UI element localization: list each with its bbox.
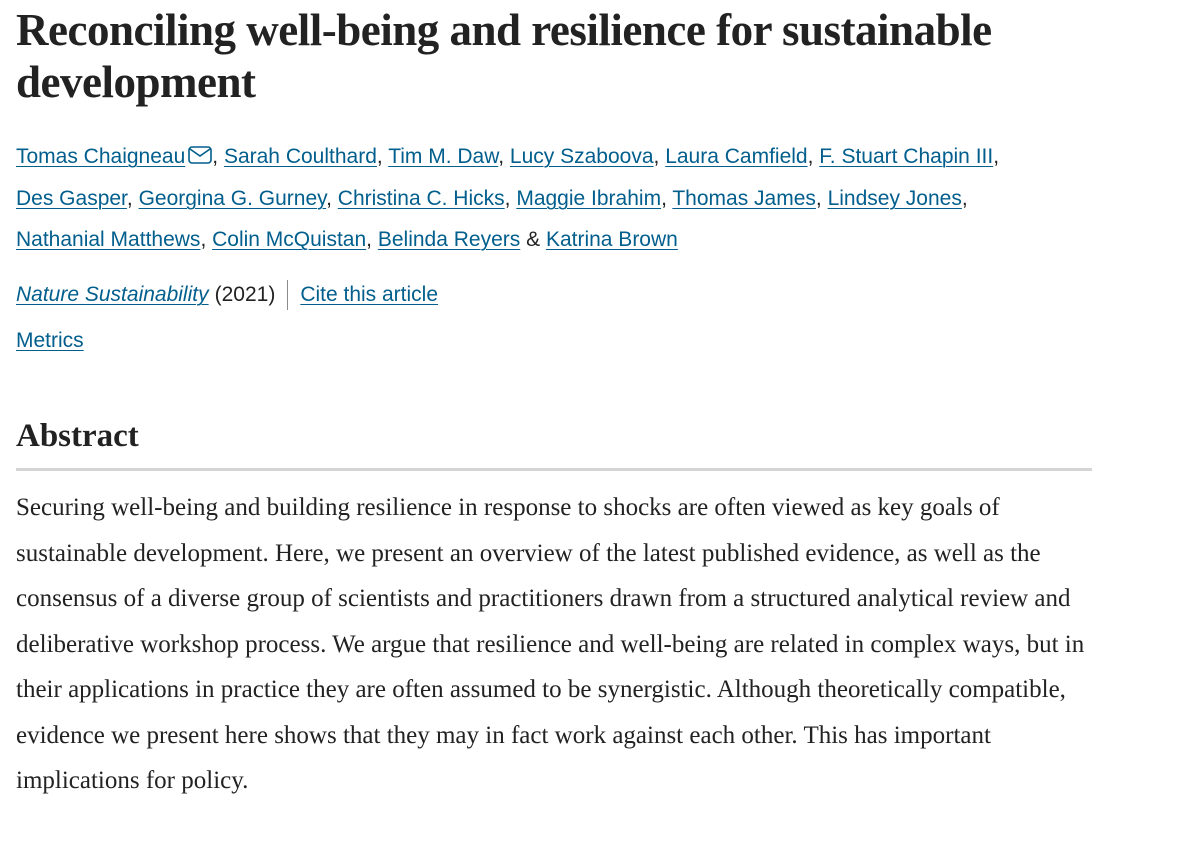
author-separator: , (993, 145, 1000, 168)
mail-icon[interactable] (188, 137, 213, 178)
author-separator: , (376, 145, 389, 168)
author-link[interactable]: Lindsey Jones (827, 187, 962, 210)
author-link[interactable]: Colin McQuistan (212, 228, 367, 251)
author-separator: , (366, 228, 378, 251)
author-separator: , (126, 187, 139, 210)
author-link[interactable]: Belinda Reyers (377, 228, 521, 251)
author-separator: , (212, 145, 224, 168)
author-separator: , (498, 145, 510, 168)
author-separator: , (653, 145, 666, 168)
abstract-text: Securing well-being and building resilie… (16, 494, 1085, 794)
journal-link[interactable]: Nature Sustainability (16, 283, 209, 306)
author-separator: , (661, 187, 673, 210)
author-link[interactable]: Christina C. Hicks (337, 187, 505, 210)
author-link[interactable]: F. Stuart Chapin III (819, 145, 994, 168)
metrics-row: Metrics (16, 326, 1092, 356)
author-link[interactable]: Tomas Chaigneau (16, 145, 186, 168)
author-separator: , (807, 145, 820, 168)
author-link[interactable]: Laura Camfield (665, 145, 808, 168)
author-separator: , (200, 228, 213, 251)
author-link[interactable]: Des Gasper (16, 187, 127, 210)
metrics-link[interactable]: Metrics (16, 329, 84, 352)
author-separator: , (815, 187, 828, 210)
cite-article-link[interactable]: Cite this article (300, 283, 439, 306)
divider (287, 280, 289, 310)
article-page: Reconciling well-being and resilience fo… (16, 5, 1092, 794)
publication-year: (2021) (214, 283, 276, 306)
article-title: Reconciling well-being and resilience fo… (16, 5, 992, 107)
publication-info: Nature Sustainability (2021) Cite this a… (16, 280, 1092, 310)
author-link[interactable]: Georgina G. Gurney (138, 187, 327, 210)
author-separator: , (326, 187, 338, 210)
author-list: Tomas Chaigneau, Sarah Coulthard, Tim M.… (16, 136, 1092, 260)
author-separator: , (961, 187, 968, 210)
abstract-heading: Abstract (16, 416, 1092, 471)
author-link[interactable]: Nathanial Matthews (16, 228, 201, 251)
author-link[interactable]: Lucy Szaboova (509, 145, 654, 168)
author-link[interactable]: Katrina Brown (545, 228, 678, 251)
author-separator: & (520, 228, 546, 251)
author-link[interactable]: Sarah Coulthard (223, 145, 377, 168)
author-link[interactable]: Maggie Ibrahim (516, 187, 662, 210)
author-separator: , (504, 187, 517, 210)
author-link[interactable]: Tim M. Daw (388, 145, 499, 168)
author-link[interactable]: Thomas James (672, 187, 816, 210)
